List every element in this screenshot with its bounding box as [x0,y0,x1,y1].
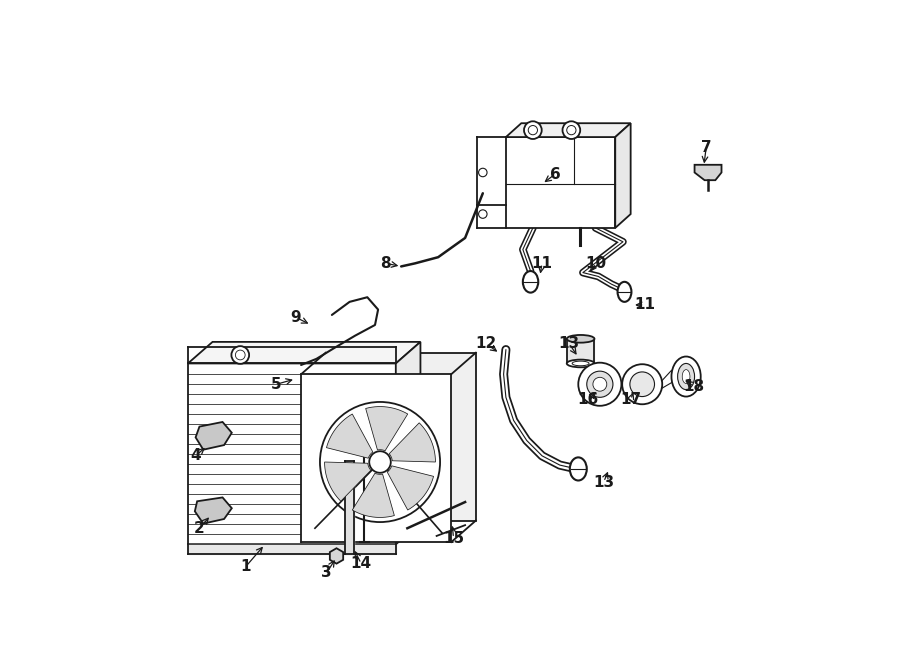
Circle shape [567,126,576,135]
Text: 5: 5 [271,377,282,392]
Ellipse shape [570,457,587,481]
Text: 16: 16 [578,392,599,407]
Ellipse shape [567,360,595,368]
Polygon shape [325,462,371,501]
Text: 11: 11 [532,256,553,271]
Polygon shape [329,548,343,564]
Ellipse shape [617,282,632,302]
Text: 15: 15 [443,531,464,546]
Circle shape [320,402,440,522]
Text: 9: 9 [291,310,301,325]
Text: 14: 14 [351,556,372,571]
Ellipse shape [567,335,595,342]
Text: 12: 12 [475,336,497,351]
Polygon shape [302,374,451,542]
Ellipse shape [678,364,695,389]
Polygon shape [506,137,616,228]
Ellipse shape [523,271,538,293]
Text: 6: 6 [550,167,561,182]
Circle shape [524,121,542,139]
Circle shape [369,451,391,473]
Polygon shape [506,123,631,137]
Polygon shape [188,545,396,554]
Polygon shape [616,123,631,228]
Text: 4: 4 [190,448,201,463]
Text: 11: 11 [634,297,655,313]
Polygon shape [396,342,420,545]
Ellipse shape [682,369,690,383]
Text: 13: 13 [559,336,580,351]
Polygon shape [389,423,436,462]
Circle shape [231,346,249,364]
Circle shape [479,210,487,218]
Text: 10: 10 [585,256,607,271]
Polygon shape [387,466,434,510]
Text: 18: 18 [683,379,705,394]
Circle shape [479,169,487,176]
Ellipse shape [572,361,590,366]
Text: 7: 7 [701,140,711,155]
Polygon shape [188,342,420,364]
Circle shape [587,371,613,397]
Text: 13: 13 [593,475,615,490]
Polygon shape [194,498,232,524]
Text: 8: 8 [381,256,392,271]
Polygon shape [326,353,476,520]
Circle shape [630,372,654,397]
Text: 2: 2 [194,521,205,535]
Text: 3: 3 [321,565,332,580]
Polygon shape [352,473,394,518]
Polygon shape [327,414,373,458]
Circle shape [236,350,245,360]
Polygon shape [346,461,354,554]
Polygon shape [365,407,408,451]
Circle shape [579,363,621,406]
Polygon shape [695,165,722,180]
Polygon shape [195,422,232,449]
Circle shape [622,364,662,405]
Text: 17: 17 [620,392,641,407]
Polygon shape [188,364,396,545]
Ellipse shape [671,356,701,397]
Circle shape [593,377,607,391]
Text: 1: 1 [240,559,251,574]
Polygon shape [567,339,595,364]
Circle shape [562,121,580,139]
Circle shape [528,126,537,135]
